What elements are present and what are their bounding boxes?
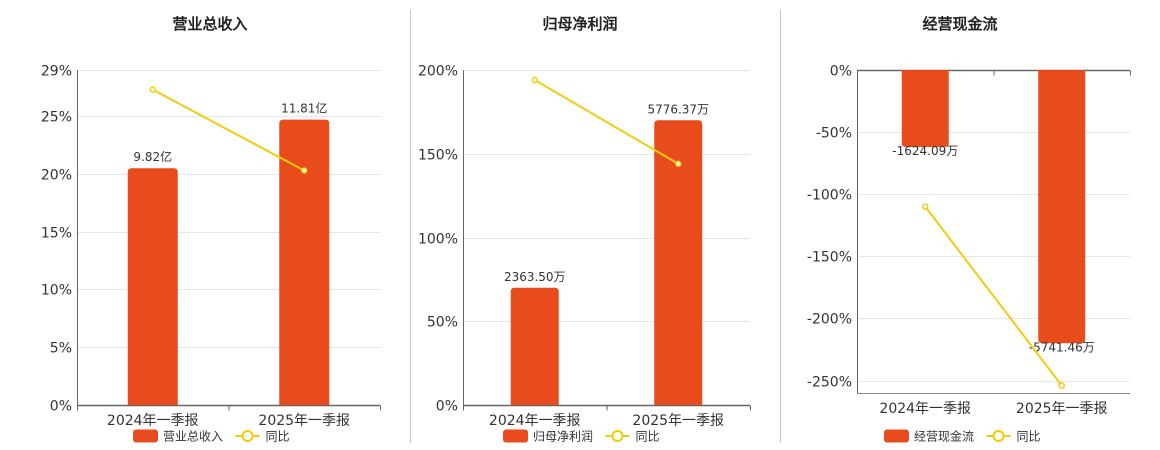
bar-data-label: 9.82亿: [133, 149, 172, 164]
y-tick-label: 0%: [830, 64, 852, 80]
y-tick-label: 150%: [418, 148, 458, 164]
bar-data-label: 5776.37万: [647, 102, 709, 116]
y-tick-label: 5%: [50, 341, 72, 357]
yoy-point: [1058, 382, 1065, 389]
legend-bar-swatch: [503, 429, 528, 443]
chart-title: 营业总收入: [172, 15, 247, 33]
bar: [127, 168, 178, 405]
y-tick-label: 20%: [41, 168, 72, 184]
y-tick-label: -50%: [816, 126, 852, 142]
yoy-point: [531, 76, 538, 84]
bar: [654, 120, 703, 405]
legend-bar-swatch: [133, 429, 158, 443]
y-tick-label: -150%: [807, 250, 852, 266]
legend-bar-label: 营业总收入: [163, 430, 223, 444]
x-tick-label: 2025年一季报: [258, 413, 350, 429]
chart-title: 经营现金流: [922, 15, 997, 33]
bar-data-label: 11.81亿: [281, 101, 327, 116]
legend-bar-label: 归母净利润: [533, 430, 593, 444]
legend-line-label: 同比: [636, 430, 660, 444]
bar: [510, 287, 559, 405]
y-tick-label: 50%: [427, 315, 458, 331]
y-tick-label: 100%: [418, 232, 458, 248]
yoy-line: [152, 88, 305, 172]
bar: [1038, 70, 1086, 344]
y-tick-label: -200%: [807, 312, 852, 328]
yoy-point: [149, 86, 156, 93]
legend-line-label: 同比: [1017, 430, 1041, 444]
yoy-point: [675, 160, 682, 168]
y-tick-label: 29%: [41, 64, 72, 80]
x-tick-label: 2024年一季报: [489, 413, 581, 429]
y-tick-label: 25%: [41, 110, 72, 126]
y-tick-label: -250%: [807, 375, 852, 391]
y-tick-label: 0%: [50, 399, 72, 415]
x-tick-label: 2024年一季报: [879, 401, 971, 417]
legend-line-marker: [241, 430, 254, 442]
yoy-line: [924, 206, 1063, 387]
x-tick-label: 2025年一季报: [1016, 401, 1108, 417]
y-tick-label: -100%: [807, 188, 852, 204]
legend-line-marker: [992, 430, 1005, 442]
legend-bar-label: 经营现金流: [914, 429, 974, 444]
x-tick-label: 2024年一季报: [107, 413, 199, 429]
bar-data-label: 2363.50万: [504, 270, 566, 284]
chart-panel-net-profit: 归母净利润 200% 150% 100% 50% 0% 2363.50万 5776.37万 20…: [418, 15, 751, 444]
bar-data-label: -1624.09万: [892, 144, 958, 158]
legend-line-marker: [611, 430, 624, 442]
x-tick-label: 2025年一季报: [632, 413, 724, 429]
bar: [901, 70, 949, 148]
legend-line-label: 同比: [266, 430, 290, 444]
y-tick-label: 15%: [41, 226, 72, 242]
chart-panel-revenue: 营业总收入 29% 25% 20% 15% 10% 5% 0% 9.82亿 11.81亿 2024年…: [41, 15, 381, 444]
yoy-point: [922, 203, 929, 210]
yoy-line: [534, 79, 679, 165]
bar-data-label: -5741.46万: [1029, 340, 1095, 354]
y-tick-label: 10%: [41, 283, 72, 299]
legend-bar-swatch: [884, 429, 909, 443]
y-tick-label: 0%: [436, 399, 458, 415]
chart-title: 归母净利润: [542, 15, 617, 33]
chart-panel-operating-cashflow: 经营现金流 0% -50% -100% -150% -200% -250% -1624.09万…: [807, 15, 1131, 444]
y-tick-label: 200%: [418, 64, 458, 80]
bar: [279, 119, 330, 405]
yoy-point: [301, 167, 308, 174]
